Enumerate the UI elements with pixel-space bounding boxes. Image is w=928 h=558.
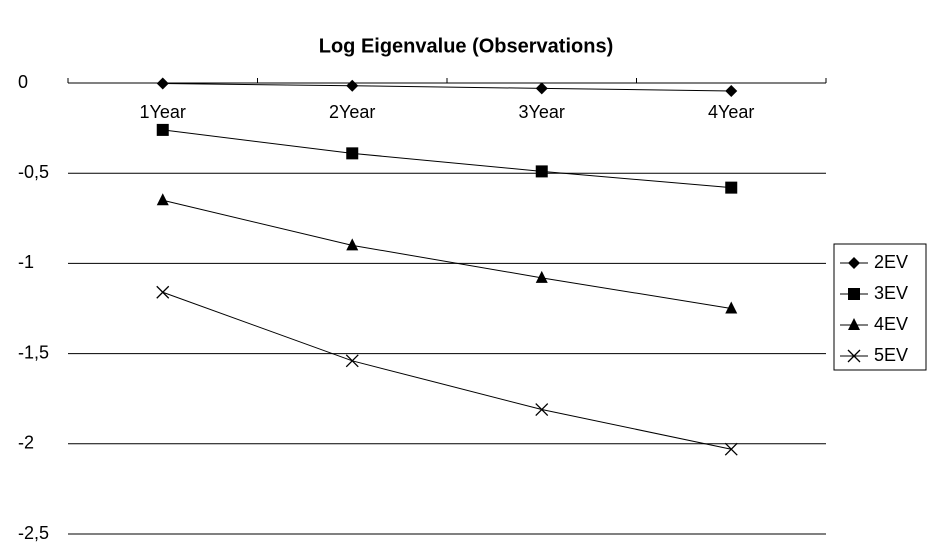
legend-label: 3EV: [874, 283, 908, 303]
x-tick-label: 2Year: [329, 102, 375, 122]
data-point: [535, 403, 549, 416]
data-point: [724, 442, 738, 456]
data-point: [725, 181, 738, 194]
series-line: [162, 129, 732, 189]
series-line: [162, 291, 732, 450]
data-point: [535, 165, 548, 178]
data-point: [535, 270, 548, 283]
legend-marker: [848, 288, 860, 300]
y-tick-label: 0: [18, 72, 28, 92]
data-point: [156, 77, 169, 90]
y-tick-label: -1,5: [18, 342, 49, 362]
x-tick-label: 3Year: [519, 102, 565, 122]
data-point: [535, 82, 548, 95]
y-tick-label: -1: [18, 252, 34, 272]
y-tick-label: -2: [18, 433, 34, 453]
legend-marker: [848, 318, 860, 330]
series-line: [162, 199, 732, 309]
data-point: [725, 301, 738, 314]
y-tick-label: -2,5: [18, 523, 49, 543]
x-tick-label: 4Year: [708, 102, 754, 122]
data-point: [345, 354, 359, 368]
data-point: [156, 123, 169, 136]
y-tick-label: -0,5: [18, 162, 49, 182]
data-point: [156, 193, 169, 206]
data-point: [346, 238, 359, 251]
x-tick-label: 1Year: [140, 102, 186, 122]
data-point: [346, 79, 359, 92]
chart-title: Log Eigenvalue (Observations): [319, 35, 614, 57]
data-point: [725, 84, 738, 97]
legend-box: [833, 243, 927, 371]
series-line: [162, 83, 732, 92]
legend-label: 4EV: [874, 314, 908, 334]
legend-marker: [847, 349, 861, 363]
legend-marker: [848, 257, 860, 269]
legend-label: 2EV: [874, 252, 908, 272]
data-point: [346, 147, 359, 160]
data-point: [156, 285, 170, 299]
legend-label: 5EV: [874, 345, 908, 365]
